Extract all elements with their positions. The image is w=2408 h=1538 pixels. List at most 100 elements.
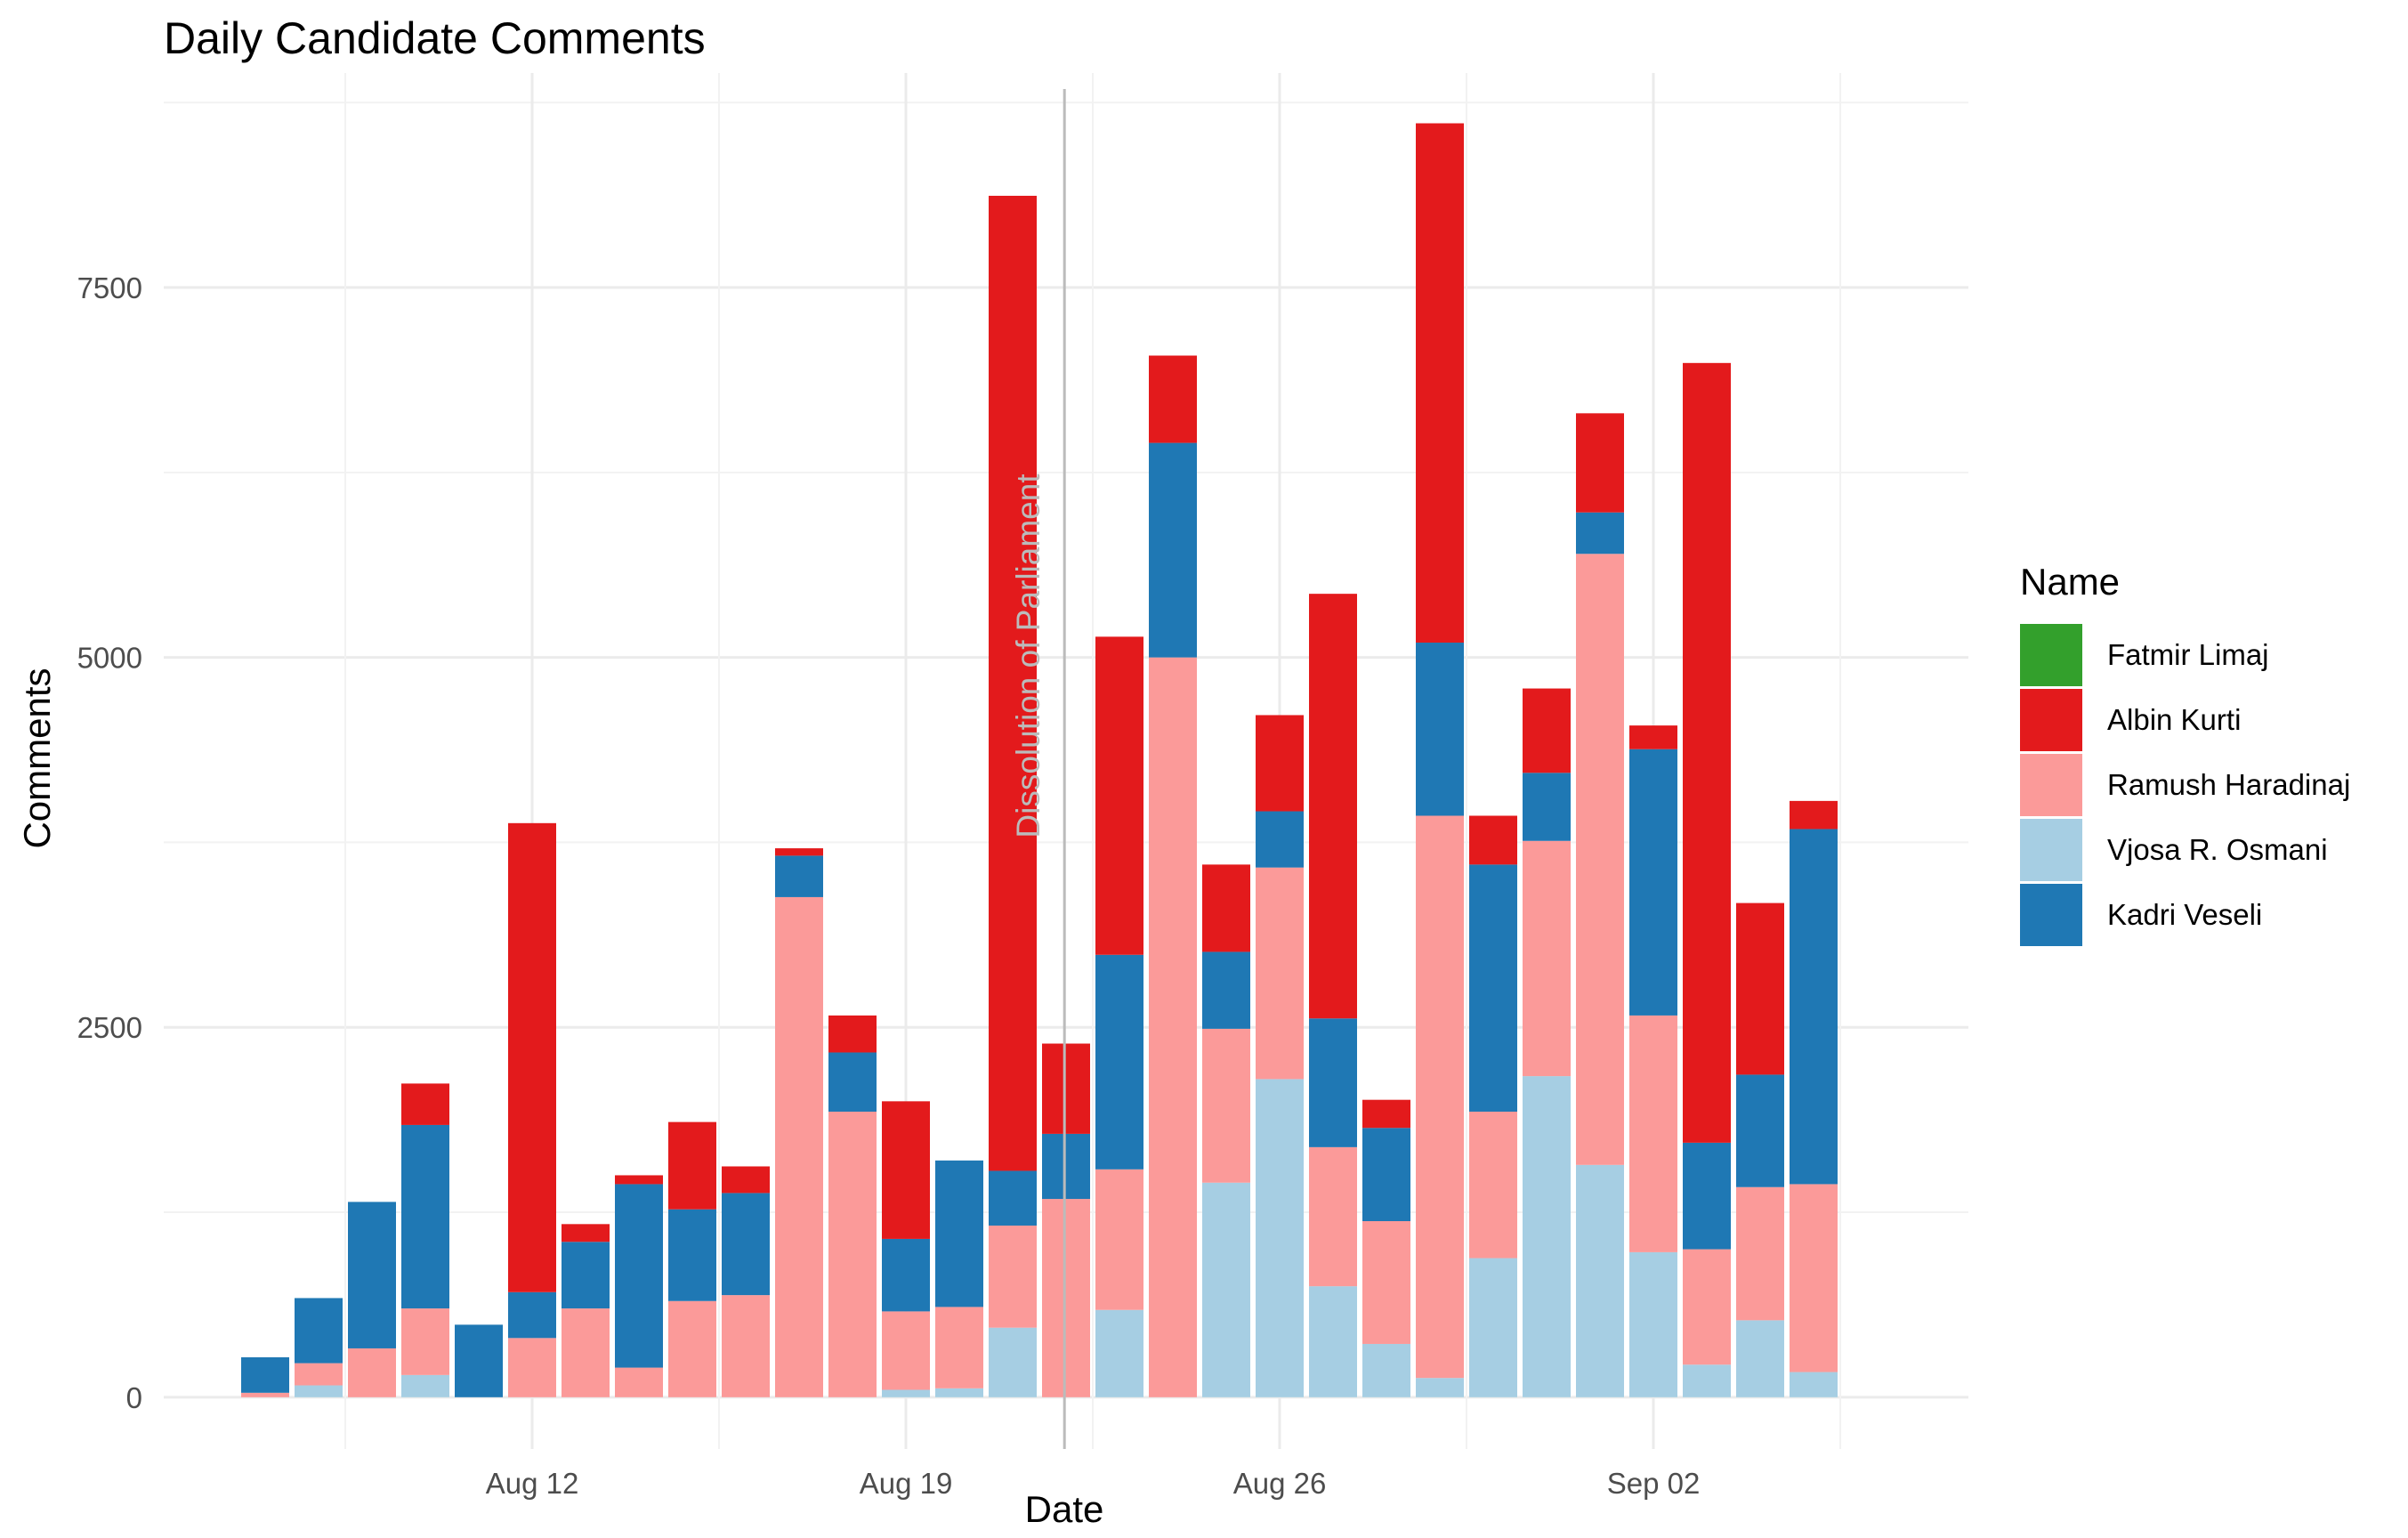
x-tick-label: Aug 12 (486, 1467, 579, 1500)
bar-segment (882, 1311, 930, 1390)
bar-segment (882, 1238, 930, 1312)
bar-segment (1095, 1169, 1143, 1310)
bar-segment (1042, 1133, 1090, 1200)
bar-segment (828, 1111, 877, 1397)
legend-label: Vjosa R. Osmani (2107, 833, 2328, 866)
legend-item: Ramush Haradinaj (2020, 753, 2350, 817)
bar-segment (1469, 1258, 1517, 1397)
bar-segment (1469, 864, 1517, 1112)
legend: Name Fatmir Limaj Albin Kurti Ramush Harad… (2020, 561, 2350, 948)
legend-key (2020, 884, 2082, 946)
bar-segment (722, 1295, 770, 1397)
bar-segment (989, 1327, 1037, 1397)
bar-segment (295, 1298, 343, 1364)
bar-segment (241, 1356, 289, 1393)
bar-segment (1523, 773, 1571, 841)
bar-segment (1790, 800, 1838, 830)
bar-segment (1095, 954, 1143, 1170)
bar-segment (615, 1184, 663, 1368)
bar-segment (1416, 643, 1464, 816)
bar-segment (508, 1291, 556, 1339)
legend-key (2020, 819, 2082, 881)
bar-segment (1256, 715, 1304, 812)
x-tick-label: Aug 19 (860, 1467, 953, 1500)
bar-segment (401, 1083, 449, 1125)
bar-segment (1683, 362, 1731, 1143)
bar-segment (882, 1101, 930, 1239)
bar-segment (989, 195, 1037, 1171)
bar-segment (1362, 1343, 1410, 1397)
bar-segment (1629, 725, 1677, 749)
legend-title: Name (2020, 561, 2121, 603)
legend-label: Albin Kurti (2107, 703, 2242, 736)
bar-segment (562, 1224, 610, 1243)
bar-segment (1629, 749, 1677, 1016)
legend-key (2020, 754, 2082, 816)
y-tick-label: 0 (126, 1381, 142, 1414)
bar-segment (1416, 815, 1464, 1379)
bar-segment (1469, 1111, 1517, 1259)
bar-segment (401, 1374, 449, 1397)
x-axis-label: Date (1025, 1488, 1104, 1530)
bar-segment (1736, 1320, 1784, 1397)
bar-segment (1309, 1018, 1357, 1147)
x-tick-label: Aug 26 (1233, 1467, 1327, 1500)
chart-title: Daily Candidate Comments (164, 13, 706, 63)
bar-segment (935, 1307, 983, 1388)
bar-segment (1416, 1378, 1464, 1397)
x-axis-ticks: Aug 12 Aug 19 Aug 26 Sep 02 (486, 1467, 1701, 1500)
bar-segment (1736, 903, 1784, 1075)
bar-segment (1149, 657, 1197, 1397)
bar-segment (1095, 636, 1143, 955)
legend-item: Kadri Veseli (2020, 883, 2350, 947)
bar-segment (722, 1166, 770, 1194)
bar-segment (615, 1175, 663, 1185)
bar-segment (1469, 815, 1517, 865)
bar-segment (1523, 688, 1571, 773)
bar-segment (295, 1385, 343, 1397)
bar-segment (1790, 1372, 1838, 1397)
bar-segment (1683, 1249, 1731, 1365)
bar-segment (348, 1348, 396, 1397)
bar-segment (1629, 1251, 1677, 1397)
bar-segment (508, 822, 556, 1292)
y-axis-label: Comments (16, 668, 58, 848)
bar-segment (1362, 1099, 1410, 1129)
bar-segment (1309, 1146, 1357, 1287)
bar-segment (1576, 1164, 1624, 1397)
bar-segment (668, 1121, 716, 1210)
annotation: Dissolution of Parliament (1010, 89, 1066, 1449)
bar-segment (348, 1202, 396, 1348)
bar-segment (935, 1160, 983, 1307)
bar-segment (1042, 1043, 1090, 1134)
bar-segment (455, 1324, 503, 1397)
bar-segment (1683, 1364, 1731, 1397)
y-tick-label: 2500 (77, 1011, 142, 1044)
bar-segment (1576, 554, 1624, 1165)
bar-segment (828, 1015, 877, 1053)
legend-label: Fatmir Limaj (2107, 638, 2269, 671)
bar-segment (1362, 1220, 1410, 1344)
bar-segment (241, 1392, 289, 1397)
bar-segment (1256, 811, 1304, 868)
bar-segment (1576, 512, 1624, 554)
bar-segment (1202, 1028, 1250, 1183)
bar-segment (295, 1363, 343, 1386)
bar-segment (562, 1308, 610, 1397)
legend-item: Albin Kurti (2020, 688, 2350, 752)
bars (241, 123, 1838, 1397)
legend-label: Ramush Haradinaj (2107, 768, 2351, 801)
legend-key (2020, 689, 2082, 751)
bar-segment (775, 848, 823, 856)
bar-segment (1790, 829, 1838, 1185)
bar-segment (1629, 1015, 1677, 1252)
bar-segment (775, 896, 823, 1397)
bar-segment (1736, 1074, 1784, 1187)
bar-segment (882, 1389, 930, 1397)
bar-segment (1576, 413, 1624, 513)
bar-segment (1736, 1186, 1784, 1321)
bar-segment (1523, 840, 1571, 1077)
bar-segment (668, 1209, 716, 1301)
bar-segment (722, 1193, 770, 1296)
